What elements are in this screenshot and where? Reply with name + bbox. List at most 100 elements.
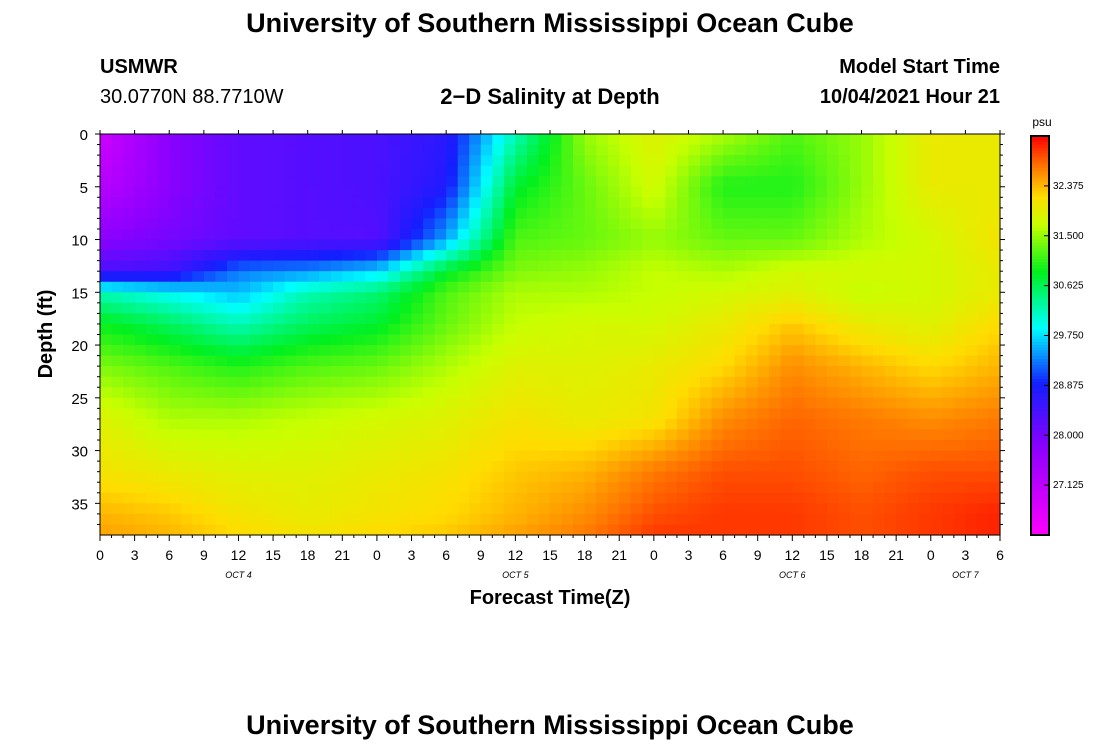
heatmap-cell [676,271,690,283]
heatmap-cell [676,450,690,462]
heatmap-cell [238,376,251,388]
heatmap-cell [815,397,828,409]
heatmap-cell [803,155,816,167]
heatmap-cell [203,440,216,452]
heatmap-cell [896,376,909,388]
heatmap-cell [411,313,424,325]
heatmap-cell [919,176,932,188]
heatmap-cell [342,461,355,473]
heatmap-cell [550,186,563,198]
heatmap-cell [965,260,978,272]
heatmap-cell [146,355,159,367]
heatmap-cell [873,482,886,494]
heatmap-cell [400,524,413,536]
colorbar-segment [1031,235,1049,240]
heatmap-cell [630,408,643,420]
heatmap-cell [284,345,297,357]
heatmap-cell [503,471,516,483]
heatmap-cell [919,440,932,452]
heatmap-cell [942,429,955,441]
heatmap-cell [515,271,528,283]
x-tick-label: 3 [685,547,693,563]
heatmap-cell [203,260,216,272]
heatmap-cell [342,503,355,515]
heatmap-cell [353,429,366,441]
heatmap-cell [584,323,597,336]
heatmap-cell [492,260,505,272]
heatmap-cell [376,334,390,346]
heatmap-cell [123,408,136,420]
heatmap-cell [573,239,586,251]
heatmap-cell [446,471,459,483]
heatmap-cell [457,197,470,209]
heatmap-cell [526,271,540,283]
heatmap-cell [400,281,413,293]
heatmap-cell [792,271,805,283]
heatmap-cell [850,345,863,357]
heatmap-cell [884,492,897,504]
heatmap-cell [273,207,286,220]
heatmap-cell [261,450,274,462]
heatmap-cell [111,207,124,220]
colorbar-segment [1031,136,1049,140]
heatmap-cell [319,450,332,462]
heatmap-cell [319,408,332,420]
heatmap-cell [192,376,205,388]
heatmap-cell [100,334,113,346]
heatmap-cell [653,345,666,357]
x-tick-label: 18 [300,547,316,563]
heatmap-cell [780,176,793,188]
heatmap-cell [296,408,309,420]
heatmap-cell [388,239,401,251]
heatmap-cell [861,260,874,272]
heatmap-cell [619,345,632,357]
heatmap-cell [157,302,170,314]
heatmap-cell [273,471,286,483]
heatmap-cell [665,134,678,146]
heatmap-cell [250,186,263,198]
heatmap-cell [907,408,920,420]
heatmap-cell [769,313,782,325]
heatmap-cell [780,144,793,156]
heatmap-cell [480,207,493,220]
heatmap-cell [734,250,747,262]
heatmap-cell [769,260,782,272]
heatmap-cell [792,418,805,431]
heatmap-cell [850,302,863,314]
heatmap-cell [169,471,182,483]
heatmap-cell [111,524,124,536]
heatmap-cell [469,450,482,462]
heatmap-cell [215,429,228,441]
heatmap-cell [746,524,759,536]
heatmap-cell [711,176,724,188]
heatmap-cell [861,207,874,220]
heatmap-cell [953,313,966,325]
heatmap-cell [769,176,782,188]
heatmap-cell [838,176,851,188]
heatmap-cell [711,355,724,367]
heatmap-cell [550,228,563,241]
heatmap-cell [780,323,793,336]
heatmap-cell [642,271,655,283]
heatmap-cell [526,165,540,177]
heatmap-cell [619,239,632,251]
heatmap-cell [457,408,470,420]
heatmap-cell [365,165,378,177]
heatmap-cell [180,524,193,536]
heatmap-cell [284,271,297,283]
heatmap-cell [976,397,990,409]
heatmap-cell [250,134,263,146]
heatmap-cell [953,144,966,156]
heatmap-cell [215,313,228,325]
heatmap-cell [192,355,205,367]
heatmap-cell [469,503,482,515]
heatmap-cell [757,281,770,293]
heatmap-cell [861,313,874,325]
heatmap-cell [342,134,355,146]
heatmap-cell [653,397,666,409]
heatmap-cell [596,281,609,293]
heatmap-cell [803,376,816,388]
heatmap-cell [919,292,932,304]
heatmap-cell [238,165,251,177]
heatmap-cell [873,418,886,431]
